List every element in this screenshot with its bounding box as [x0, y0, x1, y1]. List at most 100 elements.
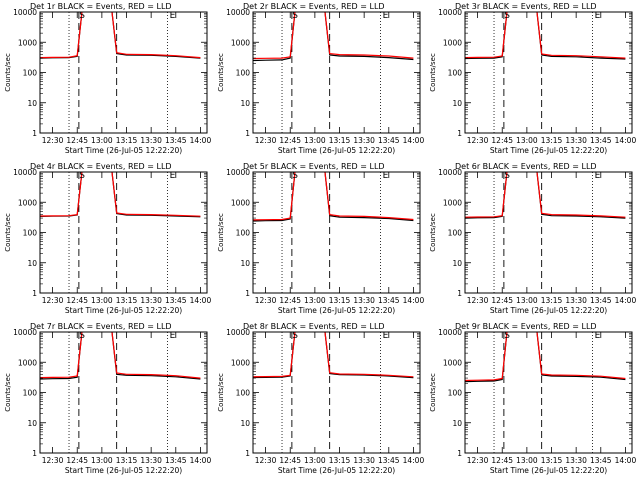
y-tick-label: 10000	[226, 328, 250, 337]
x-axis-label: Start Time (26-Jul-05 12:22:20)	[278, 306, 395, 315]
y-tick-label: 10	[240, 99, 250, 108]
plot-frame	[39, 331, 208, 454]
x-tick-label: 13:45	[165, 456, 187, 465]
y-tick-label: 1	[457, 449, 462, 458]
y-tick-label: 100	[448, 389, 463, 398]
x-tick-label: 13:00	[516, 456, 538, 465]
x-tick-label: 12:45	[279, 296, 301, 305]
chart-panel-4: Det 4r BLACK = Events, RED = LLD 1 10 100 10…	[4, 162, 211, 315]
x-tick-label: 13:15	[329, 136, 351, 145]
y-tick-label: 1	[32, 449, 37, 458]
chart-title: Det 9r BLACK = Events, RED = LLD	[455, 322, 597, 331]
end-marker: E	[170, 331, 176, 341]
y-axis-label: Counts/sec	[4, 53, 12, 92]
series-line-events	[465, 12, 626, 60]
chart-panel-3: Det 3r BLACK = Events, RED = LLD 1 10 100 10…	[429, 2, 636, 155]
x-tick-label: 14:00	[615, 136, 637, 145]
plot-frame	[39, 11, 208, 134]
y-axis-label: Counts/sec	[4, 373, 12, 412]
x-tick-label: 13:45	[165, 296, 187, 305]
x-tick-label: 13:15	[541, 296, 563, 305]
x-tick-label: 13:00	[91, 456, 113, 465]
series-line-lld	[253, 172, 414, 221]
x-axis-label: Start Time (26-Jul-05 12:22:20)	[490, 466, 607, 475]
series-line-lld	[40, 172, 201, 217]
y-tick-label: 1000	[231, 38, 250, 47]
x-tick-label: 13:15	[541, 136, 563, 145]
x-tick-label: 13:00	[304, 456, 326, 465]
series-line-events	[253, 12, 414, 62]
x-tick-label: 12:45	[491, 456, 513, 465]
end-marker: E	[170, 171, 176, 181]
y-tick-label: 1	[245, 289, 250, 298]
x-tick-label: 13:45	[590, 136, 612, 145]
x-axis-label: Start Time (26-Jul-05 12:22:20)	[65, 146, 182, 155]
x-tick-label: 13:45	[378, 296, 400, 305]
x-axis-label: Start Time (26-Jul-05 12:22:20)	[278, 146, 395, 155]
x-tick-label: 12:45	[491, 296, 513, 305]
x-tick-label: 13:15	[329, 456, 351, 465]
x-tick-label: 13:45	[165, 136, 187, 145]
plot-frame	[464, 11, 633, 134]
series-line-events	[465, 172, 626, 219]
x-tick-label: 14:00	[190, 456, 212, 465]
y-axis-label: Counts/sec	[429, 53, 437, 92]
x-tick-label: 12:30	[467, 136, 489, 145]
start-marker: S	[79, 171, 85, 181]
y-axis-label: Counts/sec	[217, 53, 225, 92]
chart-title: Det 3r BLACK = Events, RED = LLD	[455, 2, 597, 11]
series-line-lld	[465, 172, 626, 218]
y-axis-label: Counts/sec	[4, 213, 12, 252]
y-tick-label: 10	[240, 259, 250, 268]
y-tick-label: 1000	[443, 198, 462, 207]
plot-frame	[252, 331, 421, 454]
x-tick-label: 13:45	[378, 456, 400, 465]
y-tick-label: 1	[245, 449, 250, 458]
x-tick-label: 12:45	[279, 136, 301, 145]
y-tick-label: 10	[240, 419, 250, 428]
end-marker: E	[595, 331, 601, 341]
end-marker: E	[595, 11, 601, 21]
y-tick-label: 1000	[18, 358, 37, 367]
start-marker: S	[292, 171, 298, 181]
x-tick-label: 13:30	[565, 456, 587, 465]
y-tick-label: 10	[27, 419, 37, 428]
end-marker: E	[383, 11, 389, 21]
x-tick-label: 13:15	[116, 136, 138, 145]
x-tick-label: 12:30	[467, 456, 489, 465]
plot-frame	[252, 171, 421, 294]
chart-panel-8: Det 8r BLACK = Events, RED = LLD 1 10 100 10…	[217, 322, 424, 475]
chart-panel-1: Det 1r BLACK = Events, RED = LLD 1 10 100 10…	[4, 2, 211, 155]
x-tick-label: 12:45	[66, 456, 88, 465]
x-tick-label: 13:15	[116, 456, 138, 465]
chart-title: Det 5r BLACK = Events, RED = LLD	[243, 162, 385, 171]
x-tick-label: 13:30	[353, 296, 375, 305]
series-line-lld	[253, 332, 414, 378]
y-tick-label: 100	[236, 69, 251, 78]
y-tick-label: 100	[448, 69, 463, 78]
x-tick-label: 13:00	[516, 136, 538, 145]
y-tick-label: 1000	[18, 38, 37, 47]
y-tick-label: 1000	[231, 198, 250, 207]
x-tick-label: 13:00	[91, 296, 113, 305]
y-tick-label: 1	[32, 289, 37, 298]
end-marker: E	[595, 171, 601, 181]
series-line-events	[40, 172, 201, 218]
plot-frame	[464, 171, 633, 294]
series-line-lld	[253, 12, 414, 60]
x-tick-label: 13:30	[140, 296, 162, 305]
y-tick-label: 10000	[438, 328, 462, 337]
y-tick-label: 100	[236, 229, 251, 238]
x-tick-label: 13:45	[590, 296, 612, 305]
x-tick-label: 12:45	[66, 296, 88, 305]
x-tick-label: 13:30	[140, 136, 162, 145]
x-tick-label: 13:45	[590, 456, 612, 465]
chart-panel-7: Det 7r BLACK = Events, RED = LLD 1 10 100 10…	[4, 322, 211, 475]
chart-title: Det 2r BLACK = Events, RED = LLD	[243, 2, 385, 11]
x-tick-label: 13:30	[353, 456, 375, 465]
start-marker: S	[504, 171, 510, 181]
y-tick-label: 10	[452, 99, 462, 108]
x-tick-label: 13:30	[353, 136, 375, 145]
x-tick-label: 12:30	[42, 456, 64, 465]
